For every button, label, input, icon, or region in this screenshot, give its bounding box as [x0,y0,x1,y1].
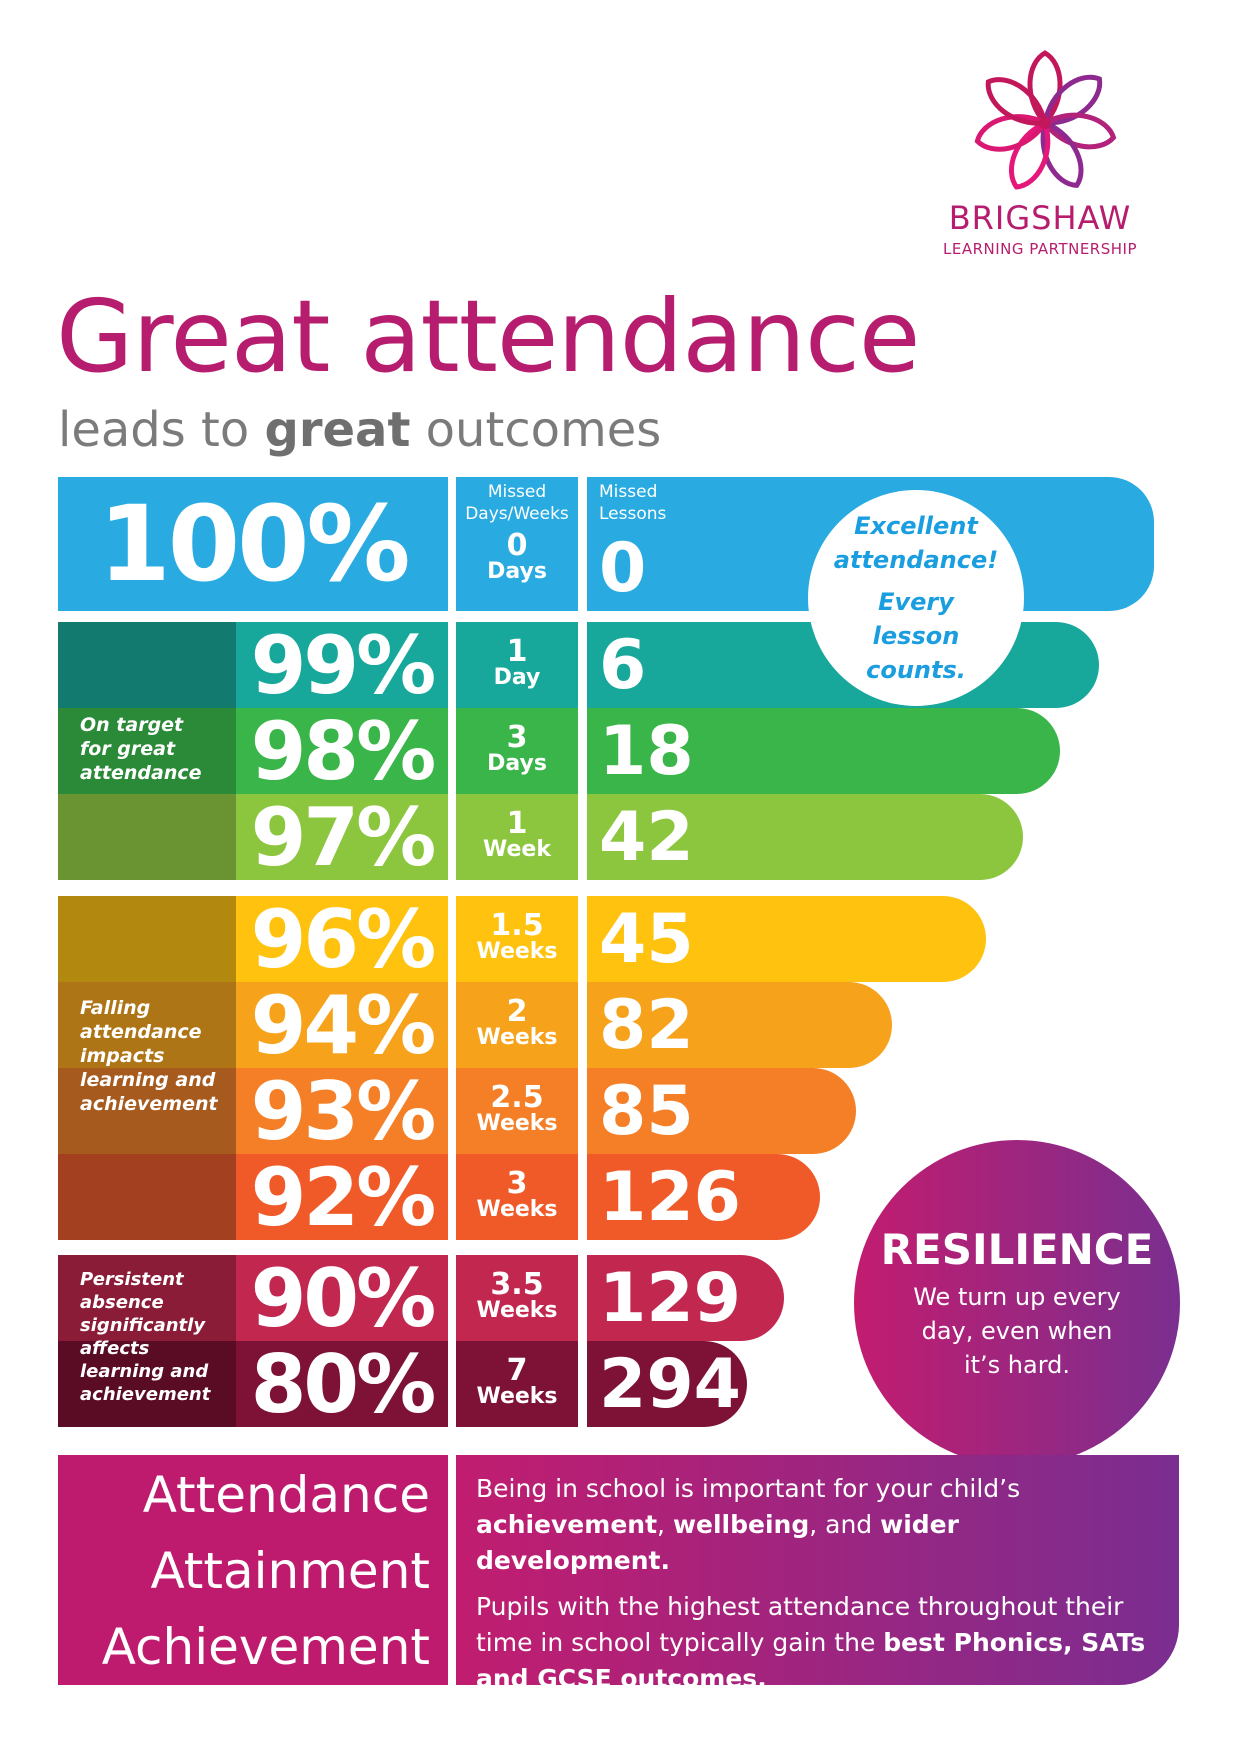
missed-days-3: 1 Week [456,794,578,880]
missed-days-0: Missed Days/Weeks 0 Days [456,477,578,611]
resilience-badge: RESILIENCE We turn up every day, even wh… [854,1140,1180,1466]
footer-message: Being in school is important for your ch… [456,1455,1179,1693]
missed-lessons-1: 6 [599,625,647,705]
row-80: 80% 7 Weeks 294 [0,1338,1240,1431]
footer-values: Attendance Attainment Achievement [58,1455,448,1685]
missed-days-5: 2 Weeks [456,982,578,1068]
page-title: Great attendance [56,278,920,395]
resilience-text: We turn up every day, even when it’s har… [913,1282,1121,1379]
row-97: 97% 1 Week 42 [0,791,1240,884]
pct-96: 96% [236,893,448,986]
column-header-missed-days: Missed Days/Weeks [465,482,569,524]
footer-paragraph-2: Pupils with the highest attendance throu… [476,1592,1146,1693]
missed-lessons-7: 126 [599,1157,741,1237]
excellent-attendance-badge: Excellent attendance! Every lesson count… [808,490,1024,706]
pct-90: 90% [236,1252,448,1345]
value-attendance: Attendance [142,1466,430,1524]
pct-97: 97% [236,791,448,884]
missed-lessons-5: 82 [599,985,694,1065]
pct-93: 93% [236,1065,448,1158]
missed-lessons-3: 42 [599,797,694,877]
row-92: 92% 3 Weeks 126 [0,1151,1240,1244]
missed-days-2: 3 Days [456,708,578,794]
brigshaw-flower-logo-icon [974,50,1117,190]
missed-days-7: 3 Weeks [456,1154,578,1240]
missed-days-4: 1.5 Weeks [456,896,578,982]
pct-99: 99% [236,619,448,712]
missed-days-1: 1 Day [456,622,578,708]
row-96: 96% 1.5 Weeks 45 [0,893,1240,986]
missed-lessons-0: Missed Lessons 0 [587,477,669,611]
missed-lessons-2: 18 [599,711,694,791]
group-label-on-target: On target for great attendance [80,714,202,784]
group-label-falling: Falling attendance impacts learning and … [80,997,218,1115]
page-subtitle: leads to great outcomes [58,402,662,458]
footer-paragraph-1: Being in school is important for your ch… [476,1474,1021,1575]
logo-subtitle: LEARNING PARTNERSHIP [942,240,1137,258]
row-99: 99% 1 Day 6 [0,619,1240,712]
group-label-persistent: Persistent absence significantly affects… [80,1269,211,1405]
value-attainment: Attainment [150,1542,430,1600]
missed-lessons-6: 85 [599,1071,694,1151]
row-90: 90% 3.5 Weeks 129 [0,1252,1240,1345]
pct-100: 100% [98,483,410,605]
pct-98: 98% [236,705,448,798]
missed-lessons-4: 45 [599,899,694,979]
missed-days-9: 7 Weeks [456,1341,578,1427]
value-achievement: Achievement [101,1618,430,1676]
row-pct-bg [58,477,448,611]
missed-days-6: 2.5 Weeks [456,1068,578,1154]
row-98: 98% 3 Days 18 [0,705,1240,798]
logo-name: BRIGSHAW [948,199,1132,237]
pct-80: 80% [236,1338,448,1431]
row-93: 93% 2.5 Weeks 85 [0,1065,1240,1158]
column-header-missed-lessons: Missed Lessons [599,482,667,524]
row-94: 94% 2 Weeks 82 [0,979,1240,1072]
missed-lessons-8: 129 [599,1258,741,1338]
pct-94: 94% [236,979,448,1072]
missed-days-8: 3.5 Weeks [456,1255,578,1341]
resilience-title: RESILIENCE [880,1224,1154,1274]
row-100: 100% Missed Days/Weeks 0 Days Missed Les… [0,477,1240,611]
missed-lessons-9: 294 [599,1344,741,1424]
pct-92: 92% [236,1151,448,1244]
